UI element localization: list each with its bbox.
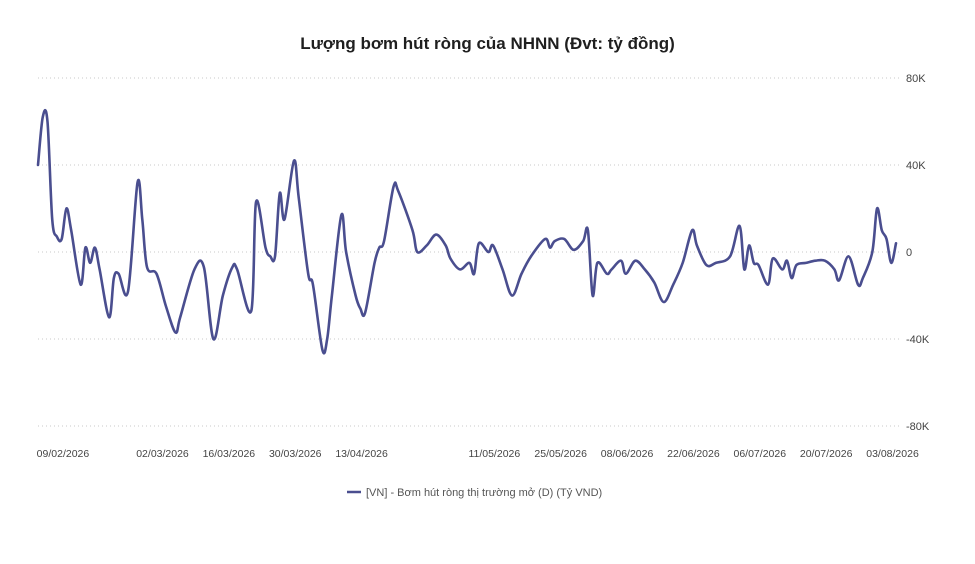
x-axis-ticks: 09/02/2026 02/03/2026 16/03/2026 30/03/2026… xyxy=(37,448,919,460)
grid-lines xyxy=(38,77,900,427)
y-axis-ticks: 80K 40K 0 -40K -80K xyxy=(906,73,930,433)
x-tick-label: 25/05/2026 xyxy=(534,448,587,460)
x-tick-label: 09/02/2026 xyxy=(37,448,90,460)
y-tick-label: 0 xyxy=(906,247,912,259)
legend-label: [VN] - Bơm hút ròng thị trường mở (D) (T… xyxy=(366,487,602,499)
chart-title: Lượng bơm hút ròng của NHNN (Đvt: tỷ đồn… xyxy=(300,34,675,53)
x-tick-label: 30/03/2026 xyxy=(269,448,322,460)
x-tick-label: 03/08/2026 xyxy=(866,448,919,460)
y-tick-label: -40K xyxy=(906,334,930,346)
x-tick-label: 16/03/2026 xyxy=(203,448,256,460)
x-tick-label: 11/05/2026 xyxy=(468,448,520,460)
x-tick-label: 20/07/2026 xyxy=(800,448,853,460)
x-tick-label: 13/04/2026 xyxy=(335,448,388,460)
y-tick-label: 80K xyxy=(906,73,926,85)
legend[interactable]: [VN] - Bơm hút ròng thị trường mở (D) (T… xyxy=(347,487,602,499)
x-tick-label: 02/03/2026 xyxy=(136,448,189,460)
series-layer xyxy=(36,108,898,355)
x-tick-label: 22/06/2026 xyxy=(667,448,720,460)
y-tick-label: 40K xyxy=(906,160,926,172)
x-tick-label: 06/07/2026 xyxy=(734,448,787,460)
series-line xyxy=(36,108,898,355)
y-tick-label: -80K xyxy=(906,421,930,433)
x-tick-label: 08/06/2026 xyxy=(601,448,654,460)
